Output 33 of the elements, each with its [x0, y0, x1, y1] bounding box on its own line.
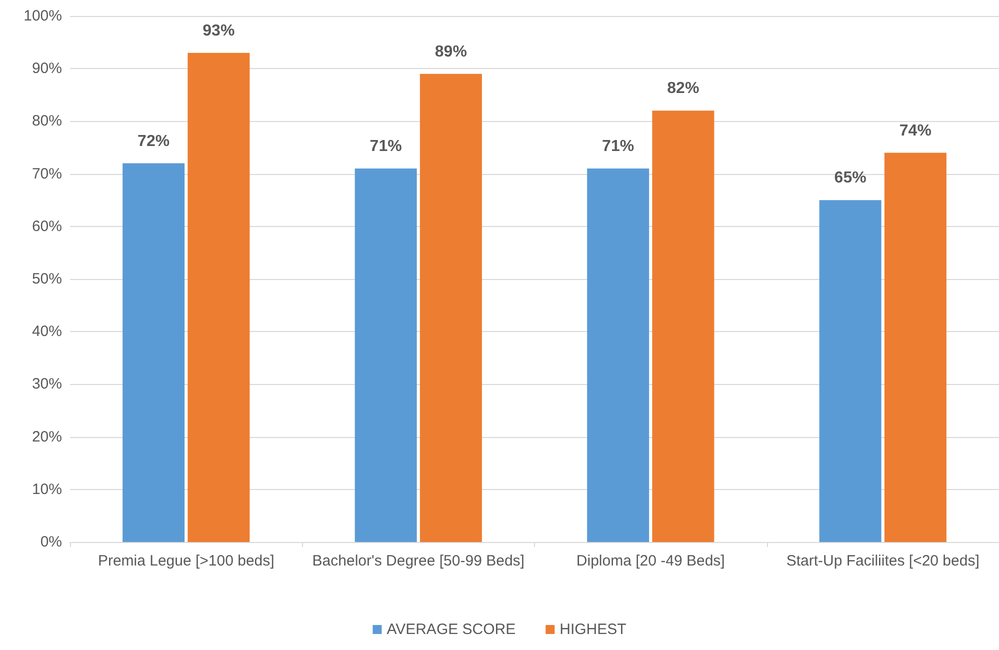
x-tick-label: Bachelor's Degree [50-99 Beds] — [312, 552, 524, 570]
x-tick-label: Premia Legue [>100 beds] — [98, 552, 274, 570]
data-label: 82% — [667, 80, 700, 98]
data-label: 72% — [138, 132, 170, 150]
y-tick-label: 100% — [24, 8, 62, 24]
y-tick-label: 30% — [32, 376, 62, 393]
bar — [884, 152, 946, 542]
y-tick-label: 70% — [32, 165, 62, 182]
y-tick-label: 90% — [32, 60, 62, 78]
data-label: 71% — [370, 138, 402, 156]
y-tick-label: 20% — [32, 428, 62, 446]
data-label: 74% — [899, 122, 932, 140]
data-label: 93% — [202, 22, 235, 40]
y-tick-label: 40% — [32, 323, 62, 340]
y-tick-label: 0% — [40, 534, 62, 550]
bar — [188, 52, 250, 542]
bar — [122, 163, 185, 542]
data-label: 71% — [602, 138, 634, 156]
bar — [420, 74, 482, 542]
data-label: 65% — [834, 170, 866, 187]
legend-label: AVERAGE SCORE — [386, 621, 516, 638]
y-tick-label: 10% — [32, 480, 62, 498]
x-tick-label: Diploma [20 -49 Beds] — [576, 552, 725, 570]
bar — [652, 110, 714, 542]
x-tick-label: Start-Up Faciliites [<20 beds] — [786, 552, 980, 570]
y-tick-label: 60% — [32, 218, 62, 235]
bar — [354, 168, 417, 542]
bar — [587, 168, 650, 542]
data-label: 89% — [434, 43, 467, 60]
legend-label: HIGHEST — [560, 621, 626, 638]
y-tick-label: 50% — [32, 270, 62, 288]
y-tick-label: 80% — [32, 112, 62, 130]
bar — [819, 200, 882, 542]
